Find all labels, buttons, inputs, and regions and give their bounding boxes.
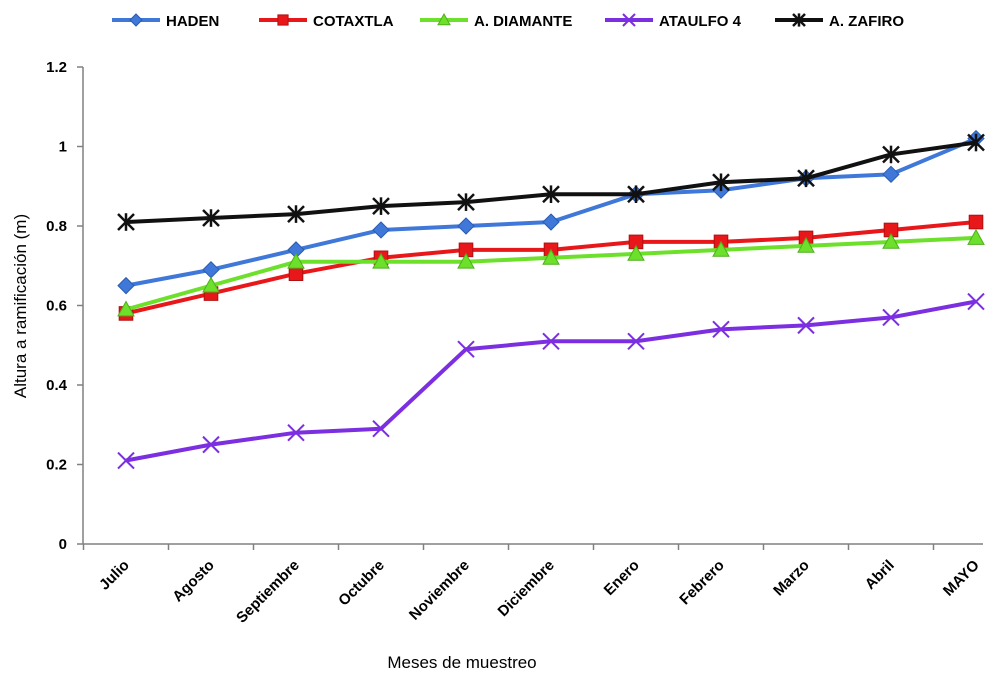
data-point <box>542 332 560 350</box>
data-point <box>287 423 305 442</box>
x-tick-label: Febrero <box>676 557 728 609</box>
data-point <box>117 213 135 231</box>
x-tick-label: Diciembre <box>495 557 558 620</box>
y-tick-label: 0 <box>59 536 67 553</box>
legend-item: COTAXTLA <box>259 13 394 30</box>
data-point <box>542 213 560 231</box>
data-point <box>797 236 815 253</box>
data-point <box>117 276 135 295</box>
data-point <box>792 13 806 27</box>
data-point <box>712 173 730 192</box>
data-point <box>622 13 636 27</box>
data-point <box>967 292 985 311</box>
y-tick-label: 0.6 <box>46 298 67 315</box>
legend-label: COTAXTLA <box>313 13 394 30</box>
data-point <box>372 197 390 216</box>
series-line <box>125 299 977 463</box>
data-point <box>372 420 390 438</box>
legend-item: A. DIAMANTE <box>420 12 572 30</box>
series-cotaxtla <box>118 214 984 321</box>
x-tick-label: Abril <box>862 557 898 593</box>
x-tick-label: Enero <box>601 557 643 599</box>
series-line <box>125 220 977 316</box>
data-point <box>288 266 304 281</box>
data-point <box>882 165 900 184</box>
data-point <box>968 214 984 230</box>
data-point <box>712 240 730 257</box>
data-point <box>457 193 475 212</box>
data-point <box>202 261 220 279</box>
data-point <box>882 308 900 327</box>
legend-label: A. DIAMANTE <box>474 13 572 30</box>
y-tick-label: 0.4 <box>46 377 68 394</box>
legend-label: HADEN <box>166 13 219 30</box>
x-tick-label: Agosto <box>169 557 218 606</box>
legend-item: A. ZAFIRO <box>775 13 904 30</box>
data-point <box>437 12 451 26</box>
series-haden <box>117 129 985 295</box>
y-tick-label: 0.8 <box>46 218 67 235</box>
x-tick-label: Septiembre <box>233 557 303 627</box>
data-point <box>627 244 645 261</box>
data-point <box>882 145 900 164</box>
x-tick-label: Marzo <box>770 557 813 600</box>
y-tick-label: 1 <box>59 139 67 156</box>
data-point <box>457 340 475 358</box>
y-axis-title: Altura a ramificación (m) <box>11 214 30 398</box>
data-point <box>797 316 815 335</box>
y-tick-label: 0.2 <box>46 457 67 474</box>
data-point <box>457 252 475 269</box>
data-point <box>882 232 900 249</box>
legend-item: HADEN <box>112 13 219 30</box>
data-point <box>202 435 220 454</box>
x-tick-label: Noviembre <box>406 557 473 624</box>
data-point <box>287 252 305 269</box>
data-point <box>117 300 135 317</box>
x-tick-label: Julio <box>96 557 133 594</box>
data-point <box>277 14 289 26</box>
data-point <box>129 13 143 27</box>
data-point <box>457 217 475 235</box>
data-point <box>287 205 305 223</box>
x-tick-label: MAYO <box>940 557 983 600</box>
y-tick-label: 1.2 <box>46 59 67 76</box>
series-ataulfo-4 <box>117 292 985 470</box>
data-point <box>202 276 220 293</box>
series-line <box>125 140 977 225</box>
x-tick-label: Octubre <box>335 557 388 610</box>
series-a-diamante <box>117 228 985 317</box>
data-point <box>372 221 390 239</box>
data-point <box>967 228 985 245</box>
data-point <box>712 320 730 339</box>
series-layer <box>117 129 985 470</box>
data-point <box>967 133 985 152</box>
series-a-zafiro <box>117 133 985 231</box>
legend-item: ATAULFO 4 <box>605 13 742 30</box>
data-point <box>542 185 560 204</box>
data-point <box>797 169 815 188</box>
data-point <box>542 248 560 265</box>
legend-label: ATAULFO 4 <box>659 13 742 30</box>
x-axis-title: Meses de muestreo <box>387 653 536 672</box>
data-point <box>202 209 220 227</box>
data-point <box>627 185 645 204</box>
data-point <box>627 332 645 350</box>
data-point <box>372 252 390 269</box>
legend: HADEN COTAXTLA A. DIAMANTE ATAULFO 4 A. ZAFI… <box>112 12 904 30</box>
data-point <box>117 451 135 470</box>
legend-label: A. ZAFIRO <box>829 13 904 30</box>
